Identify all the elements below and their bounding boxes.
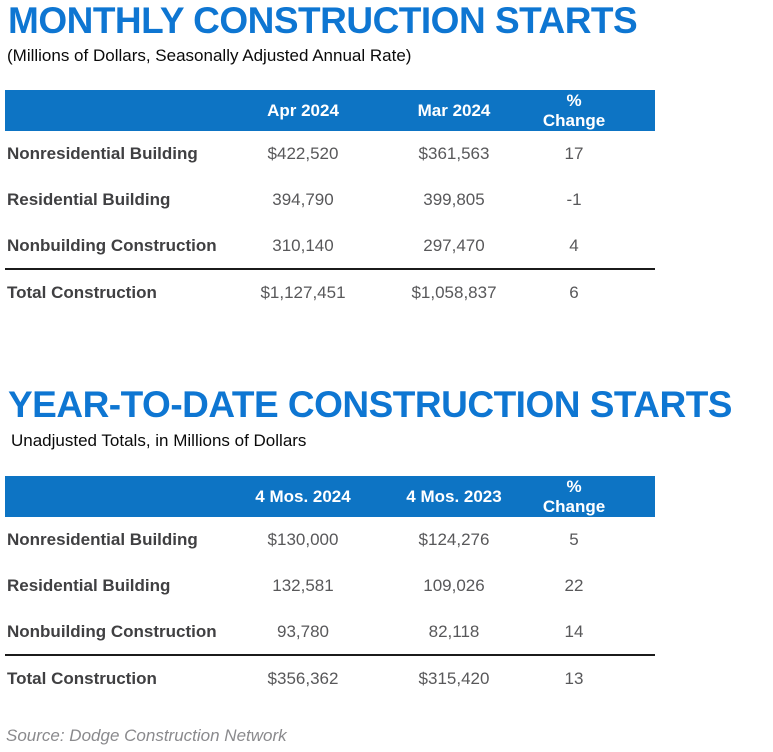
- row-value-period1: 394,790: [272, 190, 334, 209]
- header-row: Apr 2024 Mar 2024 % Change: [5, 90, 655, 131]
- row-value-period1: 310,140: [272, 235, 334, 255]
- row-label: Nonbuilding Construction: [7, 235, 217, 255]
- table-row: Nonresidential Building $422,520 $361,56…: [5, 131, 655, 177]
- header-cell-category: [5, 90, 233, 131]
- row-value-change: 4: [569, 235, 579, 255]
- row-value-period1: $130,000: [267, 530, 339, 549]
- source-note: Source: Dodge Construction Network: [6, 726, 287, 745]
- row-label: Residential Building: [7, 190, 171, 209]
- header-cell-category: [5, 476, 233, 517]
- total-value-change: 6: [535, 268, 655, 315]
- table-row: Nonresidential Building $130,000 $124,27…: [5, 517, 655, 563]
- total-row: Total Construction $356,362 $315,420 13: [5, 654, 655, 701]
- monthly-table: Apr 2024 Mar 2024 % Change Nonresidentia…: [5, 90, 655, 315]
- ytd-table-header: 4 Mos. 2024 4 Mos. 2023 % Change: [5, 476, 655, 517]
- header-cell-period2: Mar 2024: [373, 90, 535, 131]
- table-row: Residential Building 394,790 399,805 -1: [5, 177, 655, 223]
- row-value-period2: 399,805: [423, 190, 485, 209]
- row-value-period2: $124,276: [418, 530, 490, 549]
- total-row-label: Total Construction: [5, 654, 233, 701]
- header-row: 4 Mos. 2024 4 Mos. 2023 % Change: [5, 476, 655, 517]
- total-value-period2: $315,420: [373, 654, 535, 701]
- row-label: Nonresidential Building: [7, 530, 198, 549]
- row-label: Nonbuilding Construction: [7, 621, 217, 641]
- row-value-change: 5: [569, 530, 579, 549]
- table-row: Nonbuilding Construction 310,140 297,470…: [5, 223, 655, 269]
- row-value-period2: 109,026: [423, 576, 485, 595]
- total-value-period2: $1,058,837: [373, 268, 535, 315]
- table-row: Nonbuilding Construction 93,780 82,118 1…: [5, 609, 655, 655]
- ytd-section-title: YEAR-TO-DATE CONSTRUCTION STARTS: [8, 384, 732, 425]
- row-value-change: 14: [564, 621, 584, 641]
- row-value-period1: 93,780: [277, 621, 329, 641]
- ytd-table: 4 Mos. 2024 4 Mos. 2023 % Change Nonresi…: [5, 476, 655, 701]
- total-value-period1: $356,362: [233, 654, 373, 701]
- row-value-change: 22: [564, 576, 584, 595]
- row-value-period2: 82,118: [428, 621, 480, 641]
- header-cell-change: % Change: [535, 90, 655, 131]
- total-row-label: Total Construction: [5, 268, 233, 315]
- row-label: Residential Building: [7, 576, 171, 595]
- row-value-period1: $422,520: [267, 144, 339, 163]
- total-value-period1: $1,127,451: [233, 268, 373, 315]
- header-cell-change: % Change: [535, 476, 655, 517]
- monthly-section-subtitle: (Millions of Dollars, Seasonally Adjuste…: [7, 46, 412, 65]
- ytd-section-subtitle: Unadjusted Totals, in Millions of Dollar…: [11, 431, 307, 450]
- total-row: Total Construction $1,127,451 $1,058,837…: [5, 268, 655, 315]
- row-value-change: -1: [566, 190, 582, 209]
- row-label: Nonresidential Building: [7, 144, 198, 163]
- row-value-change: 17: [564, 144, 584, 163]
- table-row: Residential Building 132,581 109,026 22: [5, 563, 655, 609]
- header-cell-period1: Apr 2024: [233, 90, 373, 131]
- total-value-change: 13: [535, 654, 655, 701]
- header-cell-period1: 4 Mos. 2024: [233, 476, 373, 517]
- row-value-period1: 132,581: [272, 576, 334, 595]
- monthly-section-title: MONTHLY CONSTRUCTION STARTS: [8, 0, 638, 41]
- monthly-table-header: Apr 2024 Mar 2024 % Change: [5, 90, 655, 131]
- row-value-period2: 297,470: [423, 235, 485, 255]
- row-value-period2: $361,563: [418, 144, 490, 163]
- header-cell-period2: 4 Mos. 2023: [373, 476, 535, 517]
